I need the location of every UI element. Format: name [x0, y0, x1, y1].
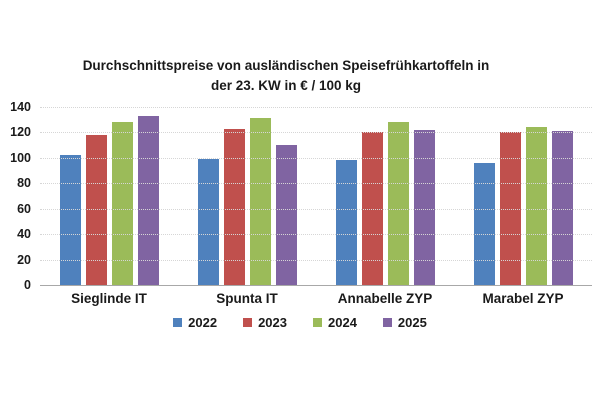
chart-title: Durchschnittspreise von ausländischen Sp… — [0, 56, 572, 96]
plot-area: 140 120 100 80 60 40 20 0 — [10, 100, 592, 292]
category-label: Sieglinde IT — [71, 291, 147, 306]
gridline — [40, 183, 592, 185]
y-axis-tick-label: 120 — [10, 125, 31, 140]
legend-label: 2022 — [188, 315, 218, 330]
gridline — [40, 157, 592, 159]
bar — [551, 131, 573, 285]
bar-group — [178, 107, 316, 285]
bar-groups — [40, 107, 592, 285]
legend: 2022 2023 2024 2025 — [0, 315, 600, 330]
bar — [413, 129, 435, 285]
bar-group — [316, 107, 454, 285]
category-label: Spunta IT — [216, 291, 278, 306]
y-axis-tick-label: 100 — [10, 150, 31, 165]
legend-swatch — [173, 318, 183, 327]
bar — [85, 134, 107, 285]
category-label: Marabel ZYP — [482, 291, 564, 306]
legend-swatch — [382, 318, 392, 327]
bar-group — [454, 107, 592, 285]
bar — [111, 122, 133, 285]
legend-item: 2024 — [313, 315, 357, 330]
gridline — [40, 208, 592, 210]
bar — [525, 127, 547, 285]
gridline — [40, 132, 592, 134]
bar — [387, 122, 409, 285]
y-axis-tick-label: 20 — [17, 252, 31, 267]
legend-label: 2025 — [397, 315, 427, 330]
bar — [249, 118, 271, 285]
legend-item: 2025 — [382, 315, 427, 330]
chart-title-line-1: Durchschnittspreise von ausländischen Sp… — [82, 58, 490, 73]
bar — [473, 162, 495, 285]
gridline — [40, 107, 592, 108]
legend-item: 2022 — [173, 315, 217, 330]
category-label: Annabelle ZYP — [337, 291, 433, 306]
chart-title-line-2: der 23. KW in € / 100 kg — [210, 78, 362, 93]
gridline — [40, 234, 592, 236]
y-axis-tick-label: 140 — [10, 100, 31, 114]
legend-label: 2024 — [328, 315, 357, 330]
legend-swatch — [313, 318, 322, 327]
bar-group — [40, 107, 178, 285]
bar — [59, 155, 81, 285]
bar — [275, 145, 297, 285]
bar — [335, 160, 357, 285]
legend-item: 2023 — [243, 315, 287, 330]
y-axis-tick-label: 60 — [17, 201, 31, 216]
y-axis-tick-label: 80 — [17, 176, 31, 191]
legend-label: 2023 — [258, 315, 287, 330]
gridline — [40, 259, 592, 261]
legend-swatch — [243, 318, 253, 327]
y-axis-tick-label: 0 — [24, 278, 31, 292]
y-axis-tick-label: 40 — [17, 227, 31, 242]
bar — [197, 159, 219, 285]
bar — [223, 128, 245, 285]
category-axis: Sieglinde IT Spunta IT Annabelle ZYP Marabe… — [40, 291, 592, 306]
